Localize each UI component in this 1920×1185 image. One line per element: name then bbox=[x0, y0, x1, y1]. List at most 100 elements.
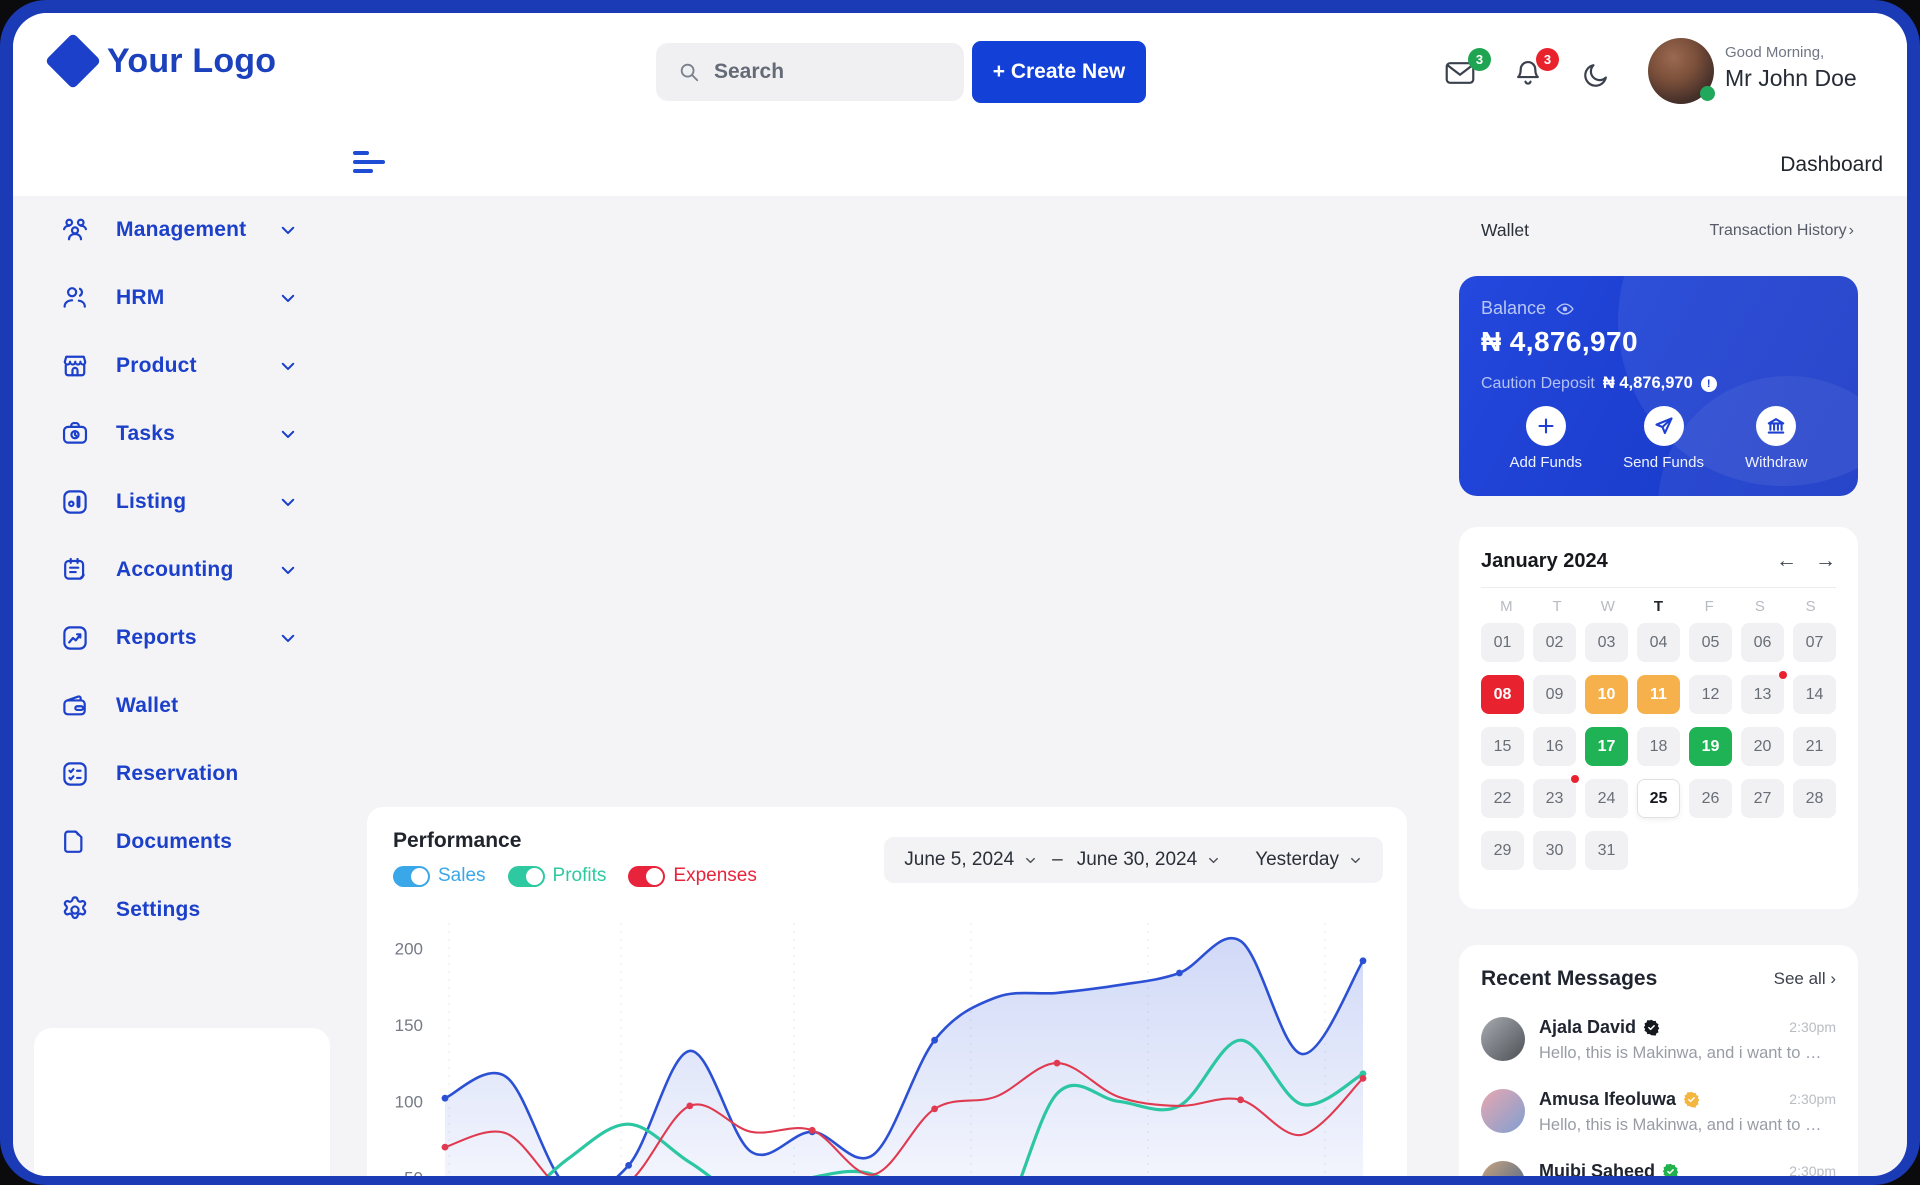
calendar-day-31[interactable]: 31 bbox=[1585, 831, 1628, 870]
calendar-day-13[interactable]: 13 bbox=[1741, 671, 1787, 714]
calendar-day-30[interactable]: 30 bbox=[1533, 831, 1576, 870]
chevron-down-icon[interactable] bbox=[279, 493, 297, 511]
calendar-day-01[interactable]: 01 bbox=[1481, 623, 1524, 662]
calendar-day-20[interactable]: 20 bbox=[1741, 727, 1784, 766]
calendar-day-10[interactable]: 10 bbox=[1585, 675, 1628, 714]
header: Your Logo + Create New 3 3 Good Morni bbox=[13, 13, 1907, 196]
sidebar-item-settings[interactable]: Settings bbox=[13, 876, 353, 944]
sidebar-item-listing[interactable]: Listing bbox=[13, 468, 353, 536]
hamburger-menu-icon[interactable] bbox=[353, 151, 389, 177]
logo[interactable]: Your Logo bbox=[44, 32, 277, 90]
create-new-button[interactable]: + Create New bbox=[972, 41, 1146, 103]
send-funds-button[interactable]: Send Funds bbox=[1623, 406, 1704, 471]
calendar-day-07[interactable]: 07 bbox=[1793, 623, 1836, 662]
storefront-icon bbox=[59, 350, 91, 382]
logo-diamond-icon bbox=[44, 32, 102, 90]
message-row[interactable]: Amusa Ifeoluwa Hello, this is Makinwa, an… bbox=[1481, 1089, 1836, 1135]
app-screen: Your Logo + Create New 3 3 Good Morni bbox=[13, 13, 1907, 1176]
recent-messages-card: Recent Messages See all › Ajala David Hel… bbox=[1459, 945, 1858, 1176]
toggle-sales[interactable]: Sales bbox=[393, 865, 486, 887]
message-preview: Hello, this is Makinwa, and i want to as… bbox=[1539, 1116, 1829, 1134]
calendar-day-05[interactable]: 05 bbox=[1689, 623, 1732, 662]
calendar-day-12[interactable]: 12 bbox=[1689, 675, 1732, 714]
chevron-down-icon[interactable] bbox=[279, 561, 297, 579]
svg-text:200: 200 bbox=[395, 940, 423, 959]
info-icon[interactable]: ! bbox=[1700, 375, 1717, 392]
weekday-label: W bbox=[1600, 598, 1615, 615]
sidebar-item-wallet[interactable]: Wallet bbox=[13, 672, 353, 740]
sidebar-item-product[interactable]: Product bbox=[13, 332, 353, 400]
message-time: 2:30pm bbox=[1789, 1163, 1836, 1176]
calendar-day-21[interactable]: 21 bbox=[1793, 727, 1836, 766]
calendar-day-14[interactable]: 14 bbox=[1793, 675, 1836, 714]
withdraw-button[interactable]: Withdraw bbox=[1745, 406, 1807, 471]
calendar-day-24[interactable]: 24 bbox=[1585, 779, 1628, 818]
calendar-day-25[interactable]: 25 bbox=[1637, 779, 1680, 818]
sidebar-item-management[interactable]: Management bbox=[13, 196, 353, 264]
notifications-bell-icon[interactable]: 3 bbox=[1513, 48, 1559, 90]
sidebar-item-tasks[interactable]: Tasks bbox=[13, 400, 353, 468]
chevron-down-icon[interactable] bbox=[279, 289, 297, 307]
message-row[interactable]: Muibi Saheed 2:30pm bbox=[1481, 1161, 1836, 1176]
transaction-history-link[interactable]: Transaction History › bbox=[1709, 221, 1854, 239]
sidebar-item-accounting[interactable]: Accounting bbox=[13, 536, 353, 604]
sidebar-item-label: Product bbox=[116, 354, 197, 377]
performance-title: Performance bbox=[393, 829, 522, 852]
people-group-icon bbox=[59, 214, 91, 246]
verified-badge-icon bbox=[1643, 1019, 1660, 1036]
toggle-expenses[interactable]: Expenses bbox=[628, 865, 757, 887]
chevron-down-icon[interactable] bbox=[279, 221, 297, 239]
event-dot bbox=[1779, 671, 1787, 679]
sidebar-item-documents[interactable]: Documents bbox=[13, 808, 353, 876]
chevron-down-icon[interactable] bbox=[279, 357, 297, 375]
calendar-day-17[interactable]: 17 bbox=[1585, 727, 1628, 766]
chevron-down-icon[interactable] bbox=[279, 629, 297, 647]
sidebar-item-reports[interactable]: Reports bbox=[13, 604, 353, 672]
calendar-day-11[interactable]: 11 bbox=[1637, 675, 1680, 714]
calendar-day-18[interactable]: 18 bbox=[1637, 727, 1680, 766]
message-preview: Hello, this is Makinwa, and i want to as… bbox=[1539, 1044, 1829, 1062]
chevron-down-icon[interactable] bbox=[279, 425, 297, 443]
search-input[interactable] bbox=[714, 60, 914, 84]
toggle-balance-visibility-eye-icon[interactable] bbox=[1556, 302, 1574, 316]
sidebar-item-hrm[interactable]: HRM bbox=[13, 264, 353, 332]
wallet-balance-card: Balance ₦ 4,876,970 Caution Deposit ₦ 4,… bbox=[1459, 276, 1858, 496]
sidebar-item-label: Wallet bbox=[116, 694, 179, 717]
calendar-day-26[interactable]: 26 bbox=[1689, 779, 1732, 818]
calendar-day-03[interactable]: 03 bbox=[1585, 623, 1628, 662]
calendar-day-27[interactable]: 27 bbox=[1741, 779, 1784, 818]
logo-text: Your Logo bbox=[107, 41, 277, 80]
calendar-day-08[interactable]: 08 bbox=[1481, 675, 1524, 714]
sidebar-item-label: Documents bbox=[116, 830, 233, 853]
calendar-day-22[interactable]: 22 bbox=[1481, 779, 1524, 818]
dark-mode-moon-icon[interactable] bbox=[1581, 60, 1615, 92]
calendar-day-29[interactable]: 29 bbox=[1481, 831, 1524, 870]
calendar-day-06[interactable]: 06 bbox=[1741, 623, 1784, 662]
add-funds-button[interactable]: Add Funds bbox=[1510, 406, 1582, 471]
search-bar[interactable] bbox=[656, 43, 964, 101]
date-to-dropdown[interactable]: June 30, 2024 bbox=[1077, 849, 1221, 871]
sidebar-item-reservation[interactable]: Reservation bbox=[13, 740, 353, 808]
user-avatar[interactable] bbox=[1648, 38, 1715, 104]
mail-icon[interactable]: 3 bbox=[1445, 48, 1491, 90]
calendar-prev-arrow-icon[interactable]: ← bbox=[1776, 549, 1797, 572]
message-row[interactable]: Ajala David Hello, this is Makinwa, and i… bbox=[1481, 1017, 1836, 1063]
calendar-day-02[interactable]: 02 bbox=[1533, 623, 1576, 662]
calendar-day-04[interactable]: 04 bbox=[1637, 623, 1680, 662]
user-name: Mr John Doe bbox=[1725, 65, 1857, 91]
sidebar-footer-card bbox=[34, 1028, 330, 1176]
bank-icon bbox=[1767, 418, 1785, 434]
toggle-profits[interactable]: Profits bbox=[507, 865, 606, 887]
quick-range-dropdown[interactable]: Yesterday bbox=[1255, 849, 1363, 871]
calendar-day-09[interactable]: 09 bbox=[1533, 675, 1576, 714]
calendar-day-15[interactable]: 15 bbox=[1481, 727, 1524, 766]
calendar-next-arrow-icon[interactable]: → bbox=[1815, 549, 1836, 572]
bar-chart-icon bbox=[59, 486, 91, 518]
date-from-dropdown[interactable]: June 5, 2024 bbox=[904, 849, 1038, 871]
calendar-day-19[interactable]: 19 bbox=[1689, 727, 1732, 766]
calendar-day-23[interactable]: 23 bbox=[1533, 775, 1579, 818]
date-range-dash: – bbox=[1052, 849, 1063, 870]
calendar-day-16[interactable]: 16 bbox=[1533, 727, 1576, 766]
see-all-link[interactable]: See all › bbox=[1773, 969, 1836, 988]
calendar-day-28[interactable]: 28 bbox=[1793, 779, 1836, 818]
